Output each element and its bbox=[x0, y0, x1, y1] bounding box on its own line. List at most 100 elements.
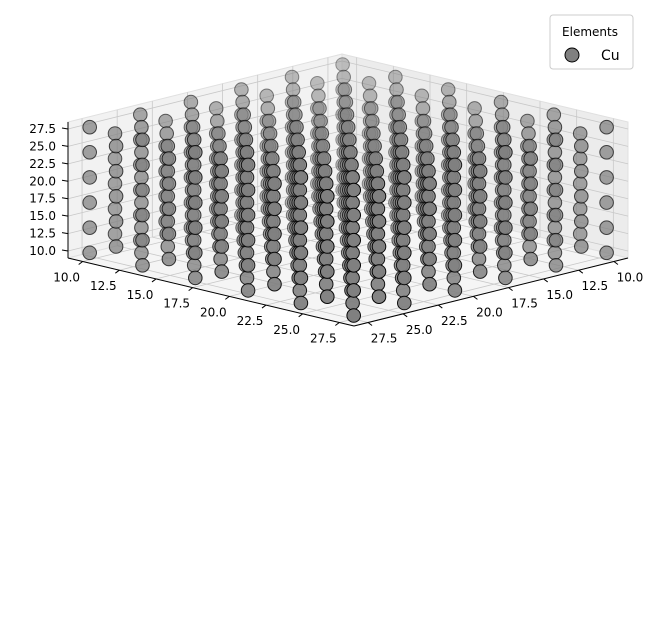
x-axis-line bbox=[353, 257, 629, 327]
data-point-cu-353 bbox=[82, 170, 97, 185]
data-point-cu-609 bbox=[422, 251, 437, 267]
data-point-cu-496 bbox=[186, 132, 202, 148]
data-point-cu-375 bbox=[574, 189, 589, 204]
y-axis-tick-label-0: 10.0 bbox=[53, 270, 80, 284]
data-point-cu-560 bbox=[421, 214, 436, 229]
data-point-cu-615 bbox=[318, 226, 334, 242]
data-point-cu-570 bbox=[343, 145, 358, 160]
data-point-cu-616 bbox=[370, 226, 386, 242]
data-point-cu-243 bbox=[572, 201, 588, 217]
data-point-cu-391 bbox=[495, 119, 511, 135]
data-point-cu-94 bbox=[440, 82, 456, 97]
data-point-cu-546 bbox=[421, 239, 436, 254]
y-axis-tick-mark-5 bbox=[261, 304, 267, 309]
data-point-cu-513 bbox=[188, 245, 203, 261]
data-point-cu-518 bbox=[420, 151, 435, 166]
data-point-cu-494 bbox=[342, 132, 357, 148]
data-point-cu-516 bbox=[523, 151, 539, 166]
data-point-cu-404 bbox=[135, 258, 150, 273]
z-axis-tick-label-7: 27.5 bbox=[29, 122, 56, 136]
data-point-cu-438 bbox=[186, 207, 202, 223]
data-point-cu-402 bbox=[185, 119, 201, 135]
data-point-cu-286 bbox=[133, 107, 148, 122]
data-point-cu-508 bbox=[239, 245, 255, 261]
data-point-cu-400 bbox=[134, 119, 149, 135]
data-point-cu-639 bbox=[422, 176, 437, 191]
x-axis-tick-mark-1 bbox=[578, 269, 584, 274]
data-point-cu-566 bbox=[214, 214, 229, 229]
data-point-cu-299 bbox=[134, 220, 149, 235]
data-point-cu-539 bbox=[266, 264, 281, 279]
data-point-cu-365 bbox=[599, 145, 614, 160]
data-point-cu-272 bbox=[288, 107, 303, 122]
z-axis-tick-label-6: 25.0 bbox=[29, 139, 56, 153]
data-point-cu-484 bbox=[161, 201, 177, 217]
data-point-cu-265 bbox=[599, 245, 614, 261]
data-point-cu-527 bbox=[161, 151, 177, 166]
data-point-cu-481 bbox=[213, 201, 228, 217]
data-point-cu-614 bbox=[240, 182, 256, 198]
data-point-cu-448 bbox=[213, 251, 228, 267]
data-point-cu-655 bbox=[293, 170, 309, 185]
data-point-cu-561 bbox=[447, 283, 463, 298]
data-point-cu-261 bbox=[547, 245, 563, 261]
data-point-cu-180 bbox=[286, 94, 302, 110]
data-point-cu-544 bbox=[472, 239, 488, 254]
data-point-cu-547 bbox=[266, 239, 281, 254]
data-point-cu-650 bbox=[293, 195, 309, 210]
data-point-cu-386 bbox=[108, 189, 124, 204]
axis-lines bbox=[67, 122, 629, 327]
data-point-cu-556 bbox=[188, 170, 203, 185]
data-point-cu-130 bbox=[363, 101, 379, 116]
data-point-cu-419 bbox=[186, 232, 202, 248]
data-point-cu-619 bbox=[447, 157, 463, 173]
data-point-cu-579 bbox=[240, 258, 256, 273]
legend: Elements Cu bbox=[549, 14, 634, 70]
data-point-cu-613 bbox=[267, 251, 282, 267]
data-point-cu-529 bbox=[316, 151, 332, 166]
data-point-cu-21 bbox=[361, 76, 377, 91]
x-axis-ticks: 10.0 12.5 15.0 17.5 20.0 22.5 25.0 27.5 bbox=[367, 261, 643, 346]
data-point-cu-218 bbox=[261, 113, 277, 129]
z-axis-tick-mark-7 bbox=[61, 127, 69, 130]
data-point-cu-452 bbox=[548, 182, 564, 198]
data-point-cu-583 bbox=[266, 189, 281, 204]
data-point-cu-239 bbox=[107, 226, 123, 242]
data-point-cu-622 bbox=[344, 157, 359, 173]
data-point-cu-422 bbox=[108, 163, 124, 179]
data-point-cu-426 bbox=[574, 138, 589, 154]
data-point-cu-107 bbox=[389, 82, 404, 97]
data-point-cu-500 bbox=[188, 270, 203, 286]
data-point-cu-533 bbox=[498, 195, 513, 210]
data-point-cu-517 bbox=[446, 220, 462, 235]
data-point-cu-450 bbox=[161, 251, 177, 267]
data-point-cu-617 bbox=[395, 157, 411, 173]
data-point-cu-598 bbox=[447, 207, 463, 223]
data-point-cu-283 bbox=[134, 245, 149, 261]
data-point-cu-348 bbox=[134, 170, 149, 185]
data-point-cu-459 bbox=[135, 182, 150, 198]
data-point-cu-523 bbox=[239, 220, 255, 235]
data-point-cu-638 bbox=[293, 245, 309, 261]
data-point-cu-528 bbox=[188, 220, 203, 235]
data-point-cu-490 bbox=[290, 132, 305, 148]
data-point-cu-352 bbox=[108, 239, 124, 254]
data-point-cu-338 bbox=[522, 239, 537, 254]
data-point-cu-266 bbox=[391, 107, 407, 122]
data-point-cu-635 bbox=[318, 176, 334, 191]
z-axis-tick-mark-3 bbox=[61, 197, 69, 200]
data-point-cu-439 bbox=[160, 138, 176, 154]
data-point-cu-489 bbox=[498, 270, 513, 286]
data-point-cu-12 bbox=[335, 57, 350, 72]
data-point-cu-618 bbox=[422, 226, 437, 242]
data-point-cu-108 bbox=[285, 82, 301, 97]
data-point-cu-219 bbox=[313, 113, 328, 129]
data-point-cu-330 bbox=[262, 126, 278, 141]
data-point-cu-289 bbox=[494, 107, 510, 122]
data-point-cu-606 bbox=[318, 251, 334, 267]
data-point-cu-595 bbox=[317, 163, 333, 179]
data-point-cu-504 bbox=[471, 176, 487, 191]
data-point-cu-587 bbox=[447, 232, 463, 248]
y-axis-tick-mark-7 bbox=[335, 322, 340, 326]
